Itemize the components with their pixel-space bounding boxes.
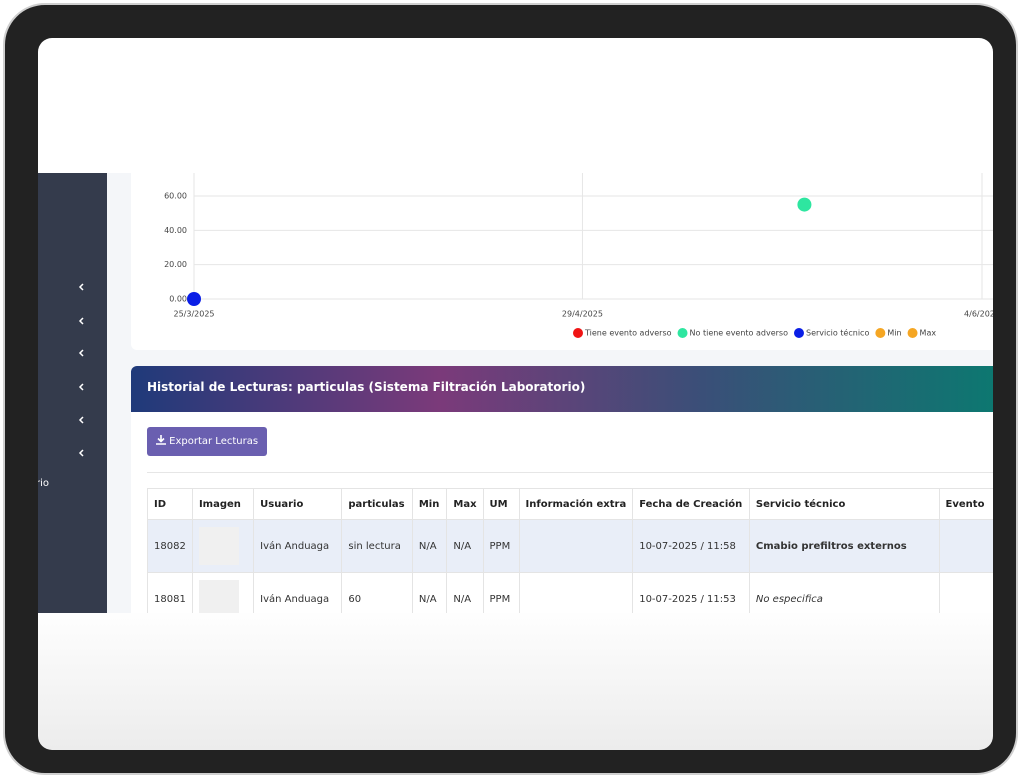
- y-tick-label: 0.00: [169, 295, 187, 304]
- column-header: Fecha de Creación: [632, 488, 750, 520]
- cell: [518, 572, 634, 613]
- chevron[interactable]: [78, 449, 84, 457]
- chevron[interactable]: [78, 383, 84, 391]
- chart-card: 0.00 20.00 40.00 60.00 25/3/2025 29/4/2025 4/6…: [131, 173, 993, 350]
- cell: PPM: [482, 519, 520, 573]
- column-header: Min: [411, 488, 448, 520]
- column-header: particulas: [341, 488, 413, 520]
- cell: No especifica: [748, 572, 940, 613]
- cell: [938, 519, 993, 573]
- x-tick-label: 29/4/2025: [562, 310, 603, 319]
- image-placeholder: [198, 580, 239, 613]
- cell: PPM: [482, 572, 520, 613]
- point: [187, 292, 201, 306]
- readings-table: ID Imagen Usuario particulas Min Max UM Informa…: [147, 488, 993, 613]
- chevrons: [78, 283, 84, 457]
- legend-label: Max: [920, 329, 937, 338]
- button-label: Exportar Lecturas: [169, 436, 259, 447]
- chevron[interactable]: [78, 317, 84, 325]
- table-row: 18082 Iván Anduaga sin lectura N/A N/A PPM 10-…: [147, 519, 993, 573]
- legend-swatch: [573, 328, 583, 338]
- cell: N/A: [446, 519, 484, 573]
- cell: 18082: [147, 519, 193, 573]
- legend-swatch: [907, 328, 918, 338]
- chevron[interactable]: [78, 349, 84, 357]
- tablet-frame: torio o os c 0.00 20.00 40.00 60.00 25/3/202…: [3, 3, 1018, 775]
- cell: 10-07-2025 / 11:58: [632, 519, 750, 573]
- y-tick-label: 40.00: [164, 226, 187, 235]
- header-row: ID Imagen Usuario particulas Min Max UM Informa…: [147, 488, 993, 520]
- point: [797, 197, 812, 212]
- legend-swatch: [793, 328, 804, 338]
- cell: [518, 519, 634, 573]
- column-header: Max: [446, 488, 484, 520]
- x-tick-label: 4/6/2025: [964, 310, 993, 319]
- sidebar-item[interactable]: torio: [38, 478, 50, 489]
- cell: N/A: [446, 572, 484, 613]
- column-header: Servicio técnico: [748, 488, 940, 520]
- cell: 60: [341, 572, 413, 613]
- table-title: Historial de Lecturas: particulas (Siste…: [147, 380, 586, 394]
- table-card: Historial de Lecturas: particulas (Siste…: [131, 366, 993, 613]
- column-header: Información extra: [518, 488, 634, 520]
- viewport: torio o os c 0.00 20.00 40.00 60.00 25/3/202…: [38, 173, 993, 613]
- table-header: Historial de Lecturas: particulas (Siste…: [131, 366, 993, 412]
- cell: N/A: [411, 519, 448, 573]
- column-header: Imagen: [191, 488, 255, 520]
- cell: Cmabio prefiltros externos: [748, 519, 940, 573]
- legend-swatch: [875, 328, 886, 338]
- chevron[interactable]: [78, 416, 84, 424]
- sidebar: torio o os c: [38, 173, 107, 613]
- cell: 10-07-2025 / 11:53: [632, 572, 750, 613]
- cell: 18081: [147, 572, 193, 613]
- legend-label: Min: [887, 329, 901, 338]
- cell: Iván Anduaga: [253, 519, 343, 573]
- cell: N/A: [411, 572, 448, 613]
- column-header: ID: [147, 488, 193, 520]
- cell: [191, 519, 255, 573]
- table-row: 18081 Iván Anduaga 60 N/A N/A PPM 10-07-2025 /…: [147, 572, 993, 613]
- chevron[interactable]: [78, 283, 84, 291]
- cell: [191, 572, 255, 613]
- legend-label: Tiene evento adverso: [584, 329, 672, 338]
- export-button[interactable]: Exportar Lecturas: [147, 427, 267, 456]
- cell: [938, 572, 993, 613]
- legend-swatch: [677, 328, 688, 338]
- x-tick-label: 25/3/2025: [173, 310, 214, 319]
- column-header: UM: [482, 488, 520, 520]
- legend-label: No tiene evento adverso: [690, 329, 789, 338]
- image-placeholder: [198, 527, 239, 565]
- separator: [147, 472, 993, 473]
- sidebar-icons: [78, 283, 84, 457]
- cell: sin lectura: [341, 519, 413, 573]
- legend-label: Servicio técnico: [806, 328, 869, 338]
- column-header: Evento: [938, 488, 993, 520]
- screen: torio o os c 0.00 20.00 40.00 60.00 25/3/202…: [38, 38, 993, 750]
- y-tick-label: 20.00: [164, 260, 187, 269]
- column-header: Usuario: [253, 488, 343, 520]
- cell: Iván Anduaga: [253, 572, 343, 613]
- chart: 0.00 20.00 40.00 60.00 25/3/2025 29/4/2025 4/6…: [164, 173, 993, 338]
- download-icon: [155, 435, 166, 445]
- y-tick-label: 60.00: [164, 192, 187, 201]
